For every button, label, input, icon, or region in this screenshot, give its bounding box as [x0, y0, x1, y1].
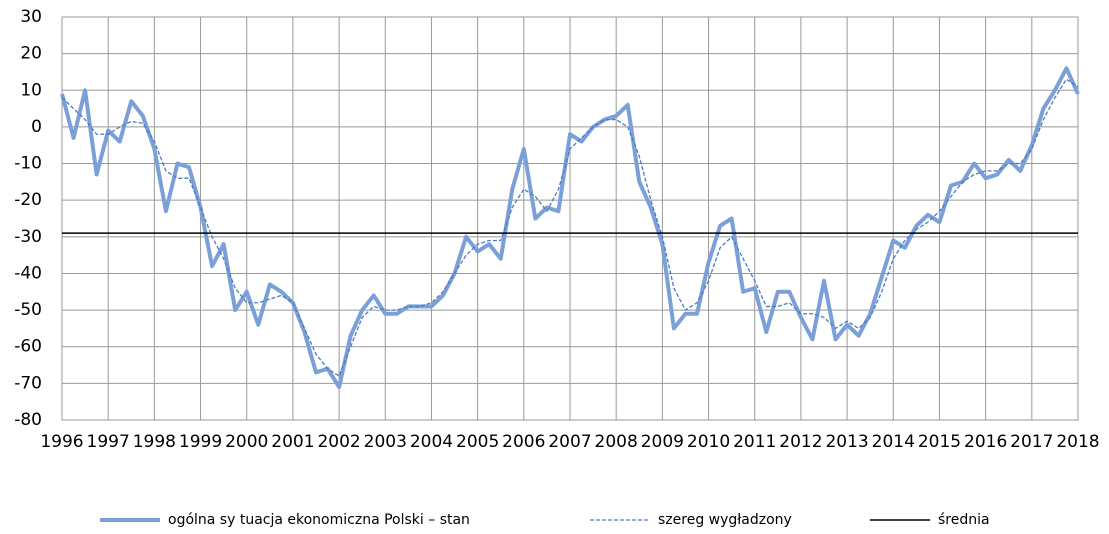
y-tick-label: 0	[31, 117, 42, 137]
x-tick-label: 2014	[872, 432, 915, 452]
legend-label: ogólna sy tuacja ekonomiczna Polski – st…	[168, 512, 470, 528]
x-tick-label: 2001	[271, 432, 314, 452]
x-tick-label: 2000	[225, 432, 268, 452]
x-tick-label: 2004	[410, 432, 453, 452]
x-tick-label: 2005	[456, 432, 499, 452]
legend-label: średnia	[938, 512, 990, 528]
y-tick-label: -50	[14, 300, 42, 320]
y-tick-label: -10	[14, 154, 42, 174]
y-tick-label: 10	[20, 80, 42, 100]
y-tick-label: -70	[14, 373, 42, 393]
y-tick-label: 30	[20, 7, 42, 27]
y-tick-label: 20	[20, 44, 42, 64]
x-tick-label: 2006	[502, 432, 545, 452]
y-tick-label: -40	[14, 263, 42, 283]
y-tick-label: -20	[14, 190, 42, 210]
y-tick-label: -60	[14, 337, 42, 357]
x-tick-label: 2003	[364, 432, 407, 452]
x-tick-label: 2013	[825, 432, 868, 452]
x-tick-label: 2011	[733, 432, 776, 452]
x-tick-label: 2008	[595, 432, 638, 452]
x-tick-label: 1998	[133, 432, 176, 452]
series-line	[60, 66, 1080, 390]
x-tick-label: 2009	[641, 432, 684, 452]
legend-label: szereg wygładzony	[658, 512, 792, 528]
x-tick-label: 1997	[87, 432, 130, 452]
y-tick-label: -80	[14, 410, 42, 430]
x-tick-label: 2010	[687, 432, 730, 452]
x-tick-label: 2018	[1056, 432, 1099, 452]
x-tick-label: 2016	[964, 432, 1007, 452]
x-tick-label: 1999	[179, 432, 222, 452]
x-tick-label: 2015	[918, 432, 961, 452]
x-tick-label: 2007	[548, 432, 591, 452]
y-tick-label: -30	[14, 227, 42, 247]
x-tick-label: 2012	[779, 432, 822, 452]
x-tick-label: 2002	[317, 432, 360, 452]
x-tick-label: 2017	[1010, 432, 1053, 452]
x-tick-label: 1996	[40, 432, 83, 452]
series-line	[61, 78, 1079, 377]
